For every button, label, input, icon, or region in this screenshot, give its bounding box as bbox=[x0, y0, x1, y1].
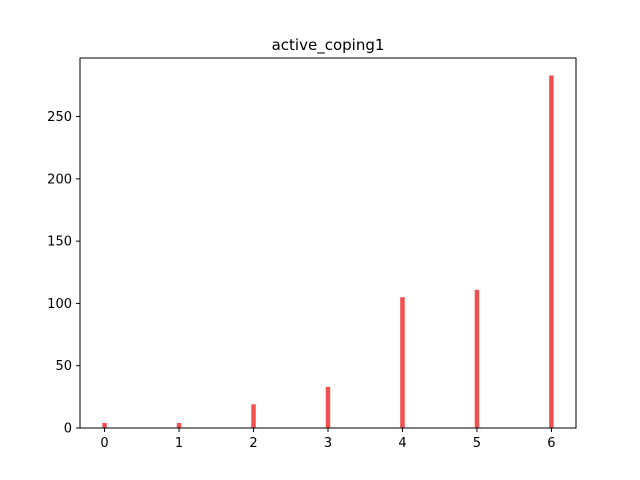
x-tick-label: 6 bbox=[547, 436, 555, 451]
bar-5 bbox=[474, 289, 480, 428]
x-tick-label: 5 bbox=[473, 436, 481, 451]
plot-frame bbox=[79, 57, 577, 429]
bar-4 bbox=[400, 297, 405, 428]
bar-1 bbox=[176, 423, 182, 428]
y-tick-label: 250 bbox=[47, 110, 72, 125]
x-tick-label: 1 bbox=[175, 436, 183, 451]
bar-3 bbox=[325, 386, 331, 428]
y-tick-label: 100 bbox=[47, 297, 72, 312]
x-tick-label: 2 bbox=[249, 436, 257, 451]
x-tick-label: 0 bbox=[100, 436, 108, 451]
bar-0 bbox=[102, 423, 107, 428]
y-tick-label: 0 bbox=[64, 422, 72, 437]
bars-layer bbox=[102, 75, 554, 428]
y-axis-ticks: 0 50 100 150 200 250 bbox=[47, 110, 80, 437]
chart-title: active_coping1 bbox=[272, 36, 385, 55]
x-tick-label: 4 bbox=[398, 436, 406, 451]
y-tick-label: 50 bbox=[55, 359, 72, 374]
bar-2 bbox=[251, 404, 256, 428]
y-tick-label: 200 bbox=[47, 172, 72, 187]
x-tick-label: 3 bbox=[324, 436, 332, 451]
bar-6 bbox=[549, 75, 554, 428]
x-axis-ticks: 0 1 2 3 4 5 6 bbox=[100, 428, 556, 451]
y-tick-label: 150 bbox=[47, 235, 72, 250]
